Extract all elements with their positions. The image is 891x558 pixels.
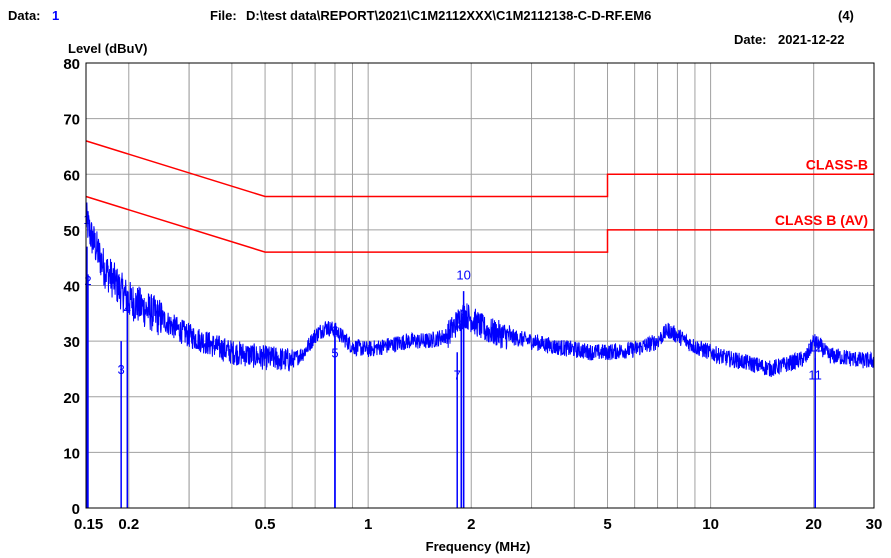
x-tick-label: 2: [467, 516, 475, 533]
y-tick-label: 10: [63, 445, 80, 462]
y-axis-title: Level (dBuV): [68, 41, 147, 56]
file-path: D:\test data\REPORT\2021\C1M2112XXX\C1M2…: [246, 8, 651, 23]
data-label: Data:: [8, 8, 41, 23]
date-value: 2021-12-22: [778, 32, 845, 47]
x-tick-label: 0.15: [74, 516, 103, 533]
x-tick-label: 20: [805, 516, 822, 533]
file-suffix: (4): [838, 8, 854, 23]
x-tick-label: 0.5: [255, 516, 276, 533]
marker-label-12: 12: [808, 340, 822, 355]
marker-lines: [86, 246, 816, 508]
y-tick-label: 30: [63, 334, 80, 351]
x-tick-label: 30: [866, 516, 883, 533]
marker-label-5: 5: [331, 345, 338, 360]
x-axis-title: Frequency (MHz): [426, 539, 531, 554]
grid: [85, 62, 875, 509]
x-tick-label: 10: [702, 516, 719, 533]
marker-label-7: 7: [454, 368, 461, 383]
limit-label-1: CLASS-B: [806, 156, 868, 172]
marker-label-6: 6: [331, 323, 338, 338]
limit-line-2: [85, 195, 874, 253]
marker-label-10: 10: [456, 267, 470, 282]
marker-label-3: 3: [118, 362, 125, 377]
marker-label-2: 2: [84, 273, 91, 288]
x-tick-label: 1: [364, 516, 372, 533]
marker-label-8: 8: [458, 317, 465, 332]
y-tick-label: 80: [63, 56, 80, 73]
limit-lines: CLASS-B CLASS B (AV): [85, 140, 874, 253]
y-tick-label: 40: [63, 279, 80, 296]
y-tick-label: 60: [63, 167, 80, 184]
x-tick-label: 5: [603, 516, 611, 533]
file-label: File:: [210, 8, 237, 23]
x-tick-label: 0.2: [118, 516, 139, 533]
y-tick-label: 50: [63, 223, 80, 240]
y-tick-label: 70: [63, 112, 80, 129]
data-value: 1: [52, 8, 59, 23]
date-label: Date:: [734, 32, 767, 47]
trace-line: [85, 202, 875, 378]
marker-label-4: 4: [124, 301, 131, 316]
marker-label-11: 11: [808, 368, 822, 383]
plot-frame: [85, 62, 875, 509]
y-tick-label: 20: [63, 390, 80, 407]
limit-line-1: [85, 140, 874, 198]
limit-label-2: CLASS B (AV): [775, 212, 868, 228]
marker-label-1: 1: [83, 212, 90, 227]
marker-label-9: 9: [460, 306, 467, 321]
y-tick-label: 0: [72, 501, 80, 518]
measurement-trace: [85, 202, 875, 378]
